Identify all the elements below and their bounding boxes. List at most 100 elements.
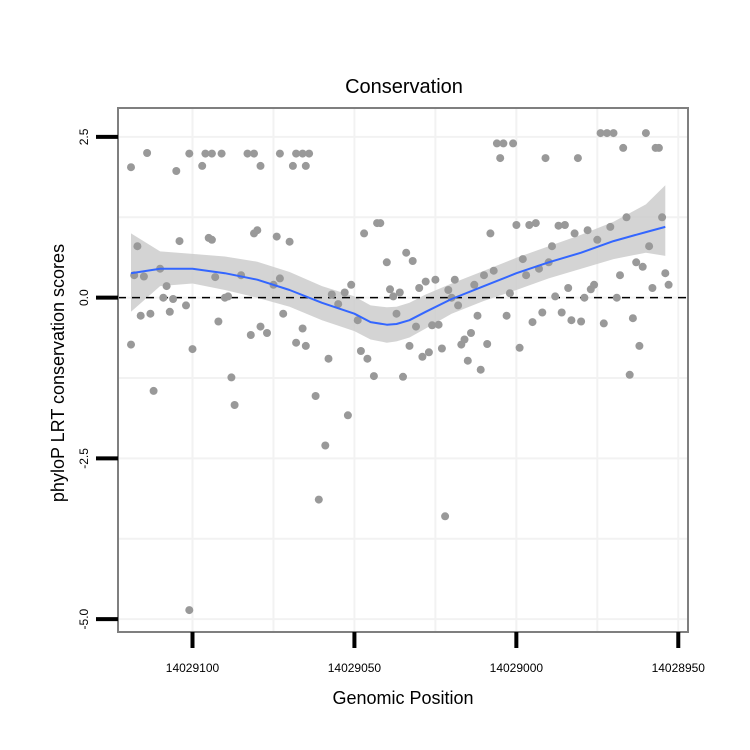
y-tick-label: -5.0 bbox=[77, 608, 91, 629]
data-point bbox=[450, 275, 459, 284]
data-point bbox=[483, 340, 492, 348]
data-point bbox=[512, 221, 521, 229]
data-point bbox=[548, 242, 556, 251]
data-point bbox=[499, 139, 508, 148]
data-point bbox=[612, 293, 621, 302]
data-point bbox=[288, 161, 297, 170]
data-point bbox=[509, 139, 518, 148]
data-points bbox=[127, 129, 673, 615]
data-point bbox=[292, 149, 301, 158]
data-point bbox=[557, 308, 566, 317]
data-point bbox=[616, 271, 624, 280]
data-point bbox=[327, 290, 336, 299]
data-point bbox=[489, 266, 498, 275]
data-point bbox=[227, 373, 236, 382]
data-point bbox=[182, 301, 190, 310]
data-point bbox=[606, 222, 615, 231]
data-point bbox=[185, 606, 194, 615]
data-point bbox=[428, 321, 437, 330]
data-point bbox=[324, 354, 333, 363]
data-point bbox=[292, 338, 301, 347]
data-point bbox=[392, 309, 401, 318]
data-point bbox=[635, 341, 644, 350]
data-point bbox=[369, 372, 378, 381]
data-point bbox=[321, 441, 330, 450]
data-point bbox=[580, 293, 589, 302]
data-point bbox=[198, 161, 207, 170]
data-point bbox=[412, 322, 420, 331]
data-point bbox=[256, 322, 265, 331]
x-tick-label: 14029000 bbox=[490, 661, 544, 675]
y-tick-label: 0.0 bbox=[77, 289, 91, 306]
data-point bbox=[127, 340, 135, 349]
data-point bbox=[382, 258, 391, 267]
y-tick-label: 2.5 bbox=[77, 128, 91, 145]
data-point bbox=[146, 309, 155, 318]
data-point bbox=[127, 163, 135, 172]
data-point bbox=[360, 229, 369, 238]
data-point bbox=[525, 221, 534, 229]
data-point bbox=[175, 237, 184, 246]
data-point bbox=[347, 280, 356, 289]
y-tick-label: -2.5 bbox=[77, 448, 91, 469]
data-point bbox=[418, 352, 427, 361]
data-point bbox=[363, 354, 372, 363]
x-tick-label: 14028950 bbox=[652, 661, 706, 675]
chart-title: Conservation bbox=[345, 76, 463, 98]
data-point bbox=[470, 280, 479, 289]
data-point bbox=[625, 370, 634, 379]
data-point bbox=[207, 149, 216, 158]
data-point bbox=[340, 288, 349, 297]
data-point bbox=[275, 274, 284, 283]
data-point bbox=[275, 149, 284, 158]
data-point bbox=[395, 288, 404, 297]
data-point bbox=[437, 344, 446, 353]
data-point bbox=[599, 319, 608, 328]
data-point bbox=[136, 311, 145, 320]
data-point bbox=[298, 324, 307, 333]
data-point bbox=[207, 235, 216, 244]
data-point bbox=[658, 213, 667, 222]
data-point bbox=[246, 331, 255, 339]
data-point bbox=[441, 512, 450, 521]
data-point bbox=[632, 258, 641, 267]
data-point bbox=[609, 129, 618, 138]
data-point bbox=[496, 154, 505, 163]
data-point bbox=[402, 248, 411, 257]
x-tick-label: 14029050 bbox=[328, 661, 382, 675]
data-point bbox=[356, 347, 365, 355]
data-point bbox=[415, 284, 424, 292]
data-point bbox=[560, 221, 569, 229]
data-point bbox=[541, 154, 550, 163]
data-point bbox=[528, 318, 537, 327]
data-point bbox=[641, 129, 650, 138]
data-point bbox=[480, 271, 488, 280]
data-point bbox=[301, 161, 310, 170]
data-point bbox=[538, 308, 547, 317]
data-point bbox=[143, 149, 152, 157]
data-point bbox=[661, 269, 670, 278]
data-point bbox=[486, 229, 495, 238]
data-point bbox=[376, 219, 385, 228]
data-point bbox=[648, 284, 657, 292]
data-point bbox=[311, 392, 320, 400]
data-point bbox=[165, 307, 174, 316]
data-point bbox=[421, 277, 430, 286]
data-point bbox=[444, 286, 453, 294]
data-point bbox=[217, 149, 226, 158]
data-point bbox=[149, 386, 158, 395]
data-point bbox=[272, 232, 281, 241]
data-point bbox=[567, 316, 576, 325]
data-point bbox=[622, 213, 631, 222]
data-point bbox=[593, 235, 602, 244]
data-point bbox=[169, 295, 178, 303]
panel-border bbox=[117, 107, 689, 633]
data-point bbox=[298, 149, 307, 158]
data-point bbox=[590, 280, 599, 289]
data-point bbox=[408, 257, 417, 265]
data-point bbox=[476, 365, 485, 374]
data-point bbox=[162, 282, 171, 291]
data-point bbox=[473, 311, 482, 320]
data-point bbox=[424, 348, 433, 357]
data-point bbox=[133, 242, 142, 251]
